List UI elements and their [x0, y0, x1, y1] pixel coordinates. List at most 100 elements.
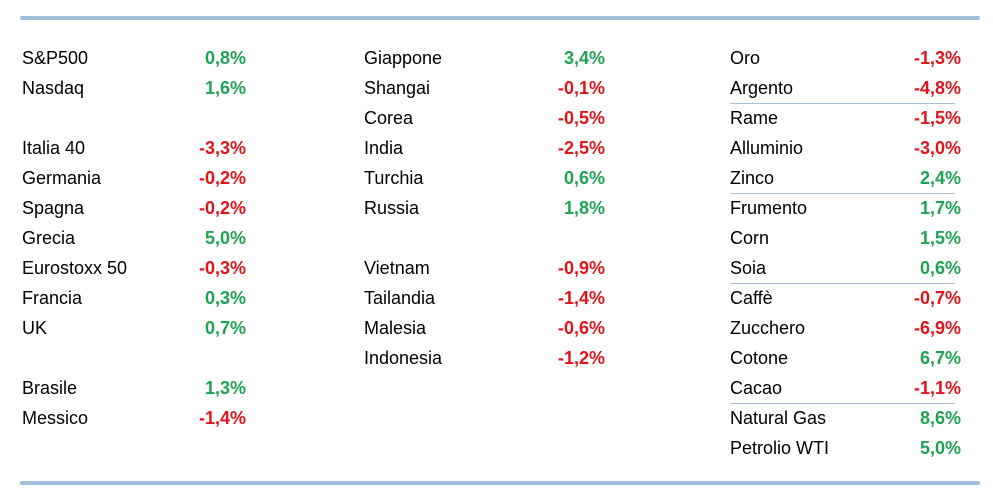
market-name: Shangai — [364, 78, 431, 98]
market-row: Rame -1,5% — [730, 103, 961, 133]
market-change: -3,0% — [913, 138, 961, 158]
market-change: -1,4% — [198, 408, 246, 428]
market-name: Russia — [364, 198, 420, 218]
market-row: Turchia 0,6% — [364, 163, 614, 193]
market-name: Brasile — [22, 378, 78, 398]
market-name: Argento — [730, 78, 794, 98]
market-change: -1,1% — [913, 378, 961, 398]
market-change: 1,6% — [204, 78, 246, 98]
market-row: India -2,5% — [364, 133, 614, 163]
market-row: S&P500 0,8% — [22, 43, 262, 73]
market-change: -1,4% — [557, 288, 605, 308]
market-name: Oro — [730, 48, 761, 68]
market-row: Germania -0,2% — [22, 163, 262, 193]
column-commodities: Oro -1,3% Argento -4,8% Rame -1,5% Alluminio -3… — [730, 43, 961, 463]
market-row: Oro -1,3% — [730, 43, 961, 73]
market-row: Argento -4,8% — [730, 73, 961, 103]
market-name: Caffè — [730, 288, 773, 308]
market-row: Eurostoxx 50 -0,3% — [22, 253, 262, 283]
market-name: Malesia — [364, 318, 427, 338]
market-change: -0,9% — [557, 258, 605, 278]
market-name: Cacao — [730, 378, 783, 398]
market-name: Eurostoxx 50 — [22, 258, 128, 278]
market-name: Natural Gas — [730, 408, 827, 428]
market-row: Zucchero -6,9% — [730, 313, 961, 343]
spacer-row — [22, 343, 262, 373]
market-name: Petrolio WTI — [730, 438, 830, 458]
market-row: Tailandia -1,4% — [364, 283, 614, 313]
group-separator — [730, 403, 955, 404]
market-name: Cotone — [730, 348, 789, 368]
market-name: Zinco — [730, 168, 775, 188]
market-change: 1,7% — [919, 198, 961, 218]
market-change: 6,7% — [919, 348, 961, 368]
group-separator — [730, 103, 955, 104]
market-row: Alluminio -3,0% — [730, 133, 961, 163]
market-name: UK — [22, 318, 48, 338]
market-change: 0,6% — [919, 258, 961, 278]
market-change: -0,1% — [557, 78, 605, 98]
market-change: 2,4% — [919, 168, 961, 188]
group-separator — [730, 193, 955, 194]
market-row: Zinco 2,4% — [730, 163, 961, 193]
market-name: Corn — [730, 228, 770, 248]
market-change: -0,3% — [198, 258, 246, 278]
market-row: Brasile 1,3% — [22, 373, 262, 403]
market-change: 5,0% — [204, 228, 246, 248]
market-row: Caffè -0,7% — [730, 283, 961, 313]
market-name: Giappone — [364, 48, 443, 68]
market-change: 0,7% — [204, 318, 246, 338]
market-change: -0,2% — [198, 198, 246, 218]
market-change: -3,3% — [198, 138, 246, 158]
market-row: UK 0,7% — [22, 313, 262, 343]
market-change: 1,8% — [563, 198, 605, 218]
spacer-row — [22, 103, 262, 133]
market-name: Francia — [22, 288, 83, 308]
market-name: Vietnam — [364, 258, 430, 278]
group-separator — [730, 283, 955, 284]
market-row: Shangai -0,1% — [364, 73, 614, 103]
market-row: Vietnam -0,9% — [364, 253, 614, 283]
market-row: Petrolio WTI 5,0% — [730, 433, 961, 463]
market-row: Messico -1,4% — [22, 403, 262, 433]
market-name: Zucchero — [730, 318, 806, 338]
market-change: 0,8% — [204, 48, 246, 68]
market-name: Rame — [730, 108, 779, 128]
market-name: Tailandia — [364, 288, 436, 308]
market-change: -4,8% — [913, 78, 961, 98]
market-row: Russia 1,8% — [364, 193, 614, 223]
market-row: Giappone 3,4% — [364, 43, 614, 73]
column-asia-emerging: Giappone 3,4% Shangai -0,1% Corea -0,5% India -… — [364, 43, 614, 373]
market-name: Indonesia — [364, 348, 443, 368]
market-row: Italia 40 -3,3% — [22, 133, 262, 163]
market-name: Nasdaq — [22, 78, 85, 98]
market-change: -6,9% — [913, 318, 961, 338]
market-change: -0,2% — [198, 168, 246, 188]
spacer-row — [364, 223, 614, 253]
market-change: -0,6% — [557, 318, 605, 338]
market-name: Grecia — [22, 228, 76, 248]
market-name: Italia 40 — [22, 138, 86, 158]
market-change: 0,6% — [563, 168, 605, 188]
market-row: Corn 1,5% — [730, 223, 961, 253]
market-change: 8,6% — [919, 408, 961, 428]
market-row: Malesia -0,6% — [364, 313, 614, 343]
market-row: Natural Gas 8,6% — [730, 403, 961, 433]
market-change: 1,5% — [919, 228, 961, 248]
market-change: -1,3% — [913, 48, 961, 68]
market-row: Francia 0,3% — [22, 283, 262, 313]
market-name: Spagna — [22, 198, 85, 218]
bottom-rule — [20, 481, 980, 485]
market-change: -1,5% — [913, 108, 961, 128]
market-change: 1,3% — [204, 378, 246, 398]
market-change: -2,5% — [557, 138, 605, 158]
market-row: Cotone 6,7% — [730, 343, 961, 373]
market-row: Indonesia -1,2% — [364, 343, 614, 373]
market-row: Frumento 1,7% — [730, 193, 961, 223]
market-name: Germania — [22, 168, 102, 188]
market-name: India — [364, 138, 404, 158]
market-change: -0,7% — [913, 288, 961, 308]
market-row: Grecia 5,0% — [22, 223, 262, 253]
market-row: Nasdaq 1,6% — [22, 73, 262, 103]
market-name: Messico — [22, 408, 89, 428]
